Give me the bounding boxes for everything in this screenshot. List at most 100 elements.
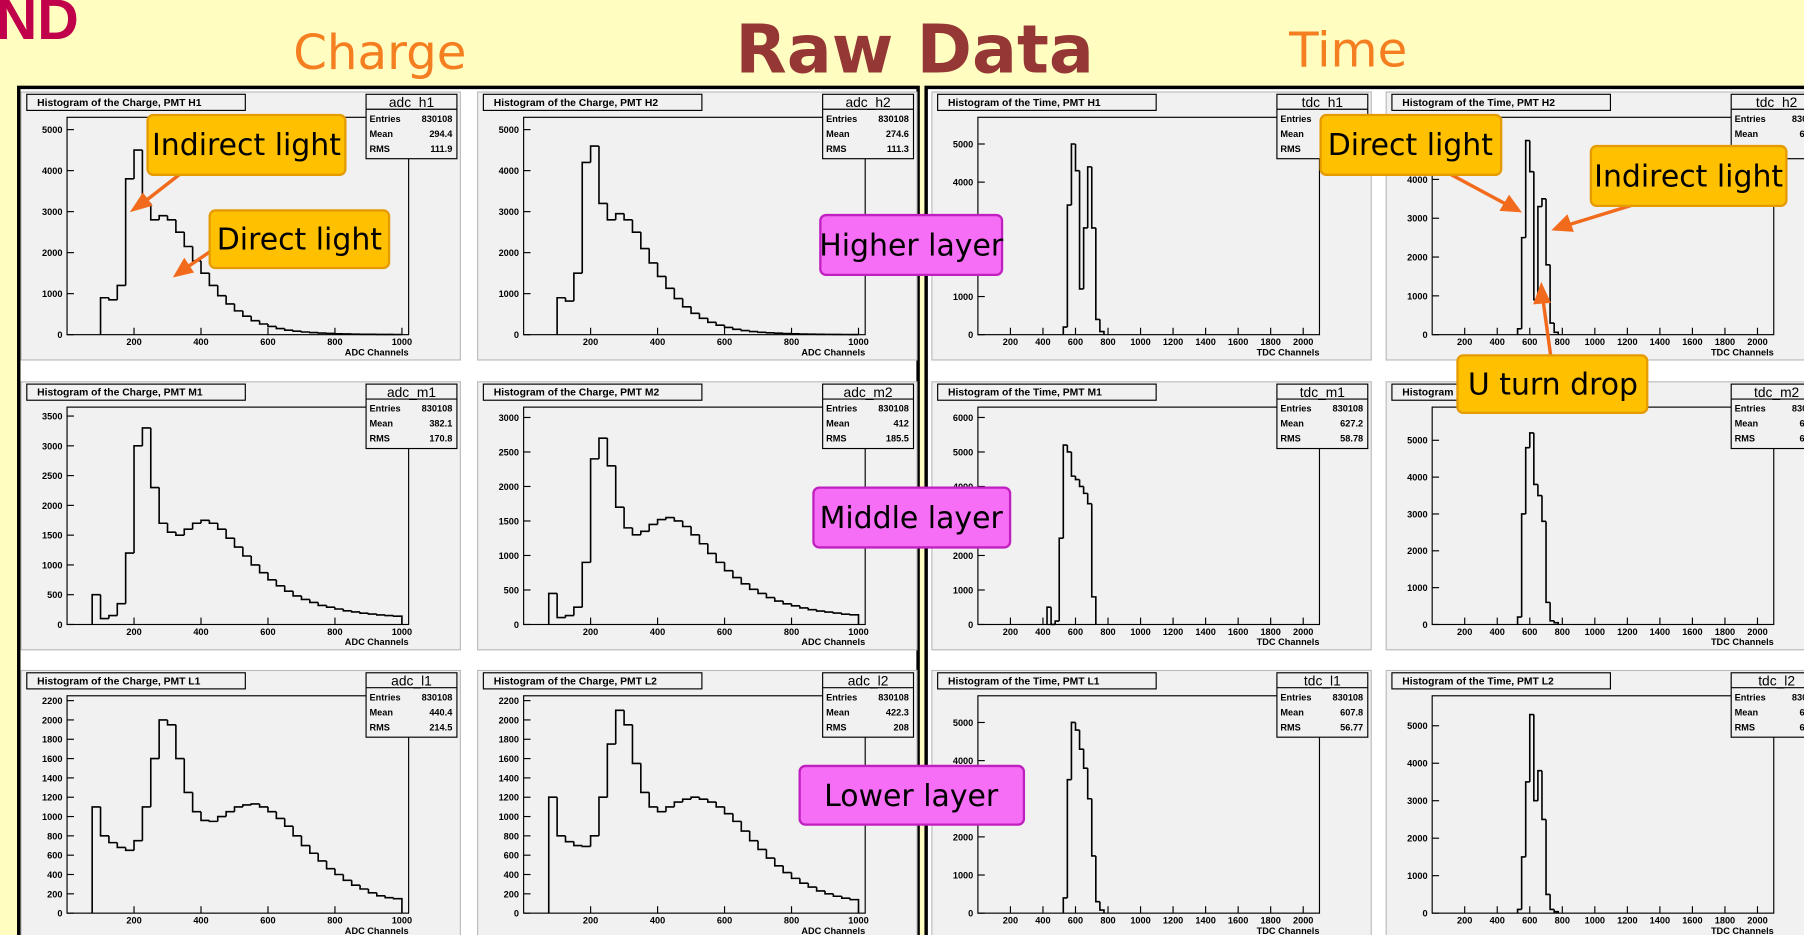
histogram-bin <box>623 710 633 726</box>
y-tick-label: 2000 <box>42 501 62 511</box>
x-tick-label: 600 <box>1522 915 1537 925</box>
x-tick-label: 1000 <box>848 915 868 925</box>
histogram-bin <box>342 609 352 612</box>
layer-label-box <box>798 764 1026 826</box>
histogram-bin <box>116 602 126 616</box>
y-tick-label: 5000 <box>953 718 973 728</box>
histogram-bin <box>1537 205 1542 300</box>
stats-label: Mean <box>370 129 394 139</box>
histogram-bin <box>1528 140 1534 173</box>
y-tick-label: 2000 <box>499 715 519 725</box>
stats-value: 830108 <box>878 692 909 702</box>
x-tick-label: 1600 <box>1228 627 1248 637</box>
stats-value: 830108 <box>422 114 453 124</box>
stats-label: RMS <box>1735 722 1755 732</box>
histogram-bin <box>283 585 294 592</box>
stats-name: adc_l1 <box>391 673 432 688</box>
stats-value: 60.8 <box>1800 722 1804 732</box>
histogram-bin <box>317 853 327 862</box>
histogram-bin <box>748 330 759 333</box>
histogram-bin <box>748 583 759 591</box>
stats-box <box>822 383 915 450</box>
stats-name: adc_m1 <box>387 385 436 400</box>
histogram-bin <box>614 709 625 745</box>
histogram-bin <box>1533 432 1538 486</box>
histogram-bin <box>376 614 386 616</box>
plot-frame <box>977 406 1321 626</box>
x-tick-label: 600 <box>717 337 732 347</box>
y-tick-label: 3000 <box>499 413 519 423</box>
histogram-bin <box>832 612 842 614</box>
arrow <box>1566 203 1634 228</box>
histogram-bin <box>350 610 361 613</box>
stats-name: tdc_l2 <box>1758 673 1795 688</box>
histogram-bin <box>149 427 160 489</box>
y-tick-label: 4000 <box>1407 759 1427 769</box>
x-tick-label: 400 <box>1490 627 1505 637</box>
x-tick-label: 800 <box>1100 627 1115 637</box>
y-tick-label: 2000 <box>1407 252 1427 262</box>
stats-box <box>365 383 458 450</box>
histogram-bin <box>723 562 733 572</box>
histogram-bin <box>707 543 717 555</box>
histogram-bin <box>598 796 608 836</box>
stats-name: adc_h2 <box>845 95 890 110</box>
y-tick-label: 0 <box>514 909 519 919</box>
histogram-bin <box>242 804 252 807</box>
histogram-bin <box>589 835 599 847</box>
histogram-bin <box>141 427 151 446</box>
histogram-bin <box>681 298 692 308</box>
pad-title: Histogram of the Time, PMT L2 <box>1402 676 1554 687</box>
x-tick-label: 400 <box>1490 915 1505 925</box>
callout-text: Direct light <box>217 223 382 258</box>
x-tick-label: 800 <box>327 915 342 925</box>
stats-value: 619. <box>1800 419 1804 429</box>
x-axis-label: ADC Channels <box>345 347 409 357</box>
histogram-bin <box>1541 495 1547 523</box>
stats-name: adc_m2 <box>844 385 893 400</box>
stats-name: tdc_m1 <box>1300 385 1345 400</box>
x-axis-label: ADC Channels <box>801 926 865 935</box>
histogram-bin <box>1516 328 1522 335</box>
stats-label: Entries <box>1735 692 1766 702</box>
pad-title: Histogram of the Time, PMT M1 <box>948 388 1102 399</box>
histogram-bin <box>690 306 700 315</box>
histogram-bin <box>773 858 784 867</box>
histogram-bin <box>283 328 294 331</box>
y-tick-label: 1000 <box>499 551 519 561</box>
callout-box <box>1456 354 1649 415</box>
histogram-pad: 0 500 1000 1500 2000 2500 3000 3500 200 400 600 800… <box>20 381 461 651</box>
histogram-bin <box>108 614 118 619</box>
histogram-bin <box>183 528 193 536</box>
histogram-bin <box>640 530 650 535</box>
x-tick-label: 1400 <box>1650 915 1670 925</box>
y-tick-label: 0 <box>1422 620 1427 630</box>
stats-value: 607.8 <box>1340 707 1363 717</box>
stats-label: RMS <box>1280 144 1300 154</box>
y-tick-label: 6000 <box>953 413 973 423</box>
histogram-bin <box>824 611 834 613</box>
histogram-bin <box>648 523 658 532</box>
histogram-bin <box>581 161 591 274</box>
histogram-bin <box>141 806 151 841</box>
y-tick-label: 5000 <box>499 125 519 135</box>
histogram-bin <box>200 811 210 822</box>
arrow <box>1446 170 1511 208</box>
stats-label: Mean <box>1280 707 1304 717</box>
title-box <box>26 672 246 690</box>
histogram-bin <box>99 296 109 335</box>
stats-label: Mean <box>370 419 394 429</box>
y-tick-label: 1000 <box>42 560 62 570</box>
histogram-bin <box>275 579 285 587</box>
stats-label: RMS <box>370 144 390 154</box>
histogram-bin <box>133 445 143 554</box>
histogram-bin <box>1545 521 1551 604</box>
stats-label: Entries <box>826 692 857 702</box>
histogram-bin <box>1524 139 1530 238</box>
histogram-bin <box>1066 778 1072 898</box>
histogram-bin <box>275 326 285 330</box>
histogram-bin <box>1524 781 1530 857</box>
histogram-bin <box>1520 513 1526 618</box>
histogram-bin <box>1074 143 1080 172</box>
